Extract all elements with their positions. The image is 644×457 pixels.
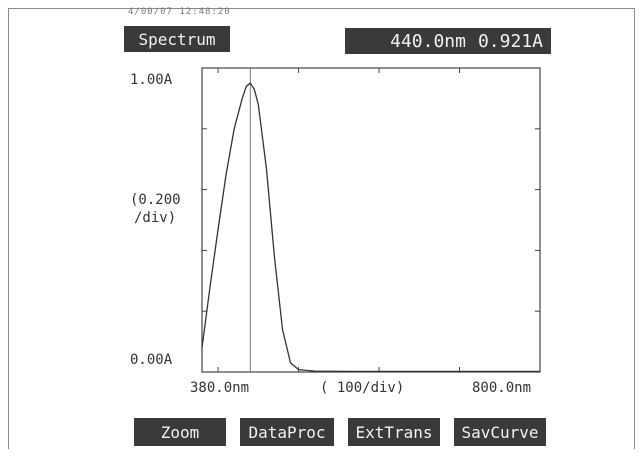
y-axis-div-label-line2: /div) [134, 210, 176, 226]
zoom-softkey-button[interactable]: Zoom [134, 418, 226, 446]
x-axis-min-label: 380.0nm [190, 380, 249, 396]
dataproc-softkey-button[interactable]: DataProc [240, 418, 334, 446]
spectrum-series-line [202, 83, 540, 371]
y-axis-max-label: 1.00A [130, 72, 172, 88]
x-axis-max-label: 800.0nm [472, 380, 531, 396]
exttrans-softkey-button[interactable]: ExtTrans [348, 418, 440, 446]
savcurve-softkey-button[interactable]: SavCurve [454, 418, 546, 446]
plot-border [202, 68, 540, 372]
x-axis-div-label: ( 100/div) [320, 380, 404, 396]
y-axis-div-label-line1: (0.200 [130, 192, 181, 208]
y-axis-min-label: 0.00A [130, 352, 172, 368]
